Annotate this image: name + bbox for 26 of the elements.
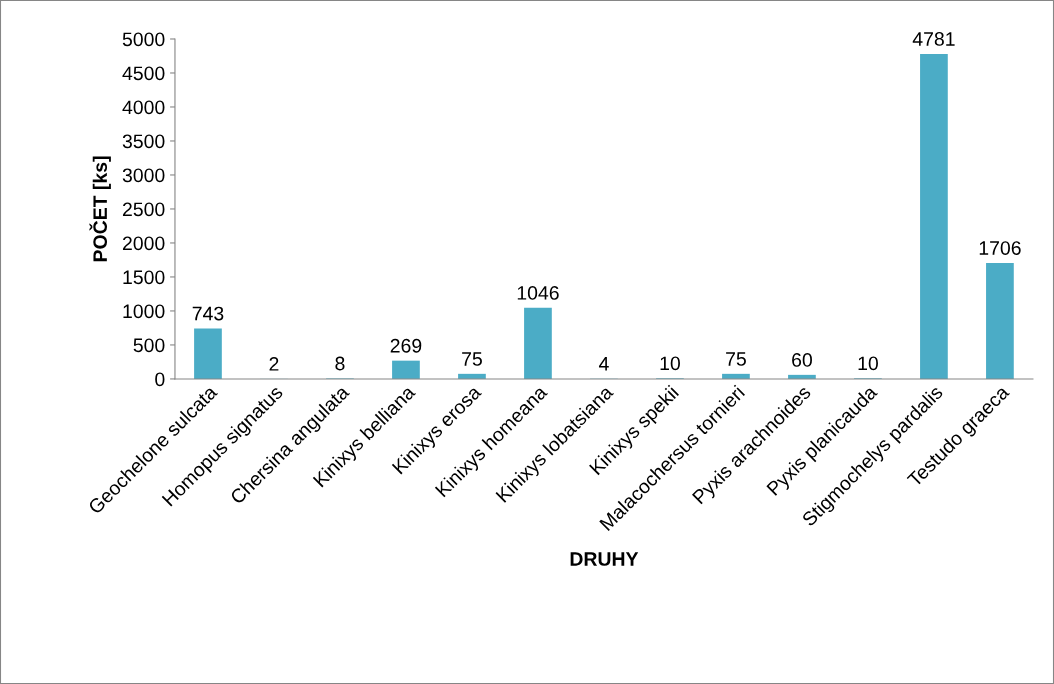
data-label: 60 bbox=[792, 353, 812, 367]
data-label: 4 bbox=[598, 357, 609, 371]
y-axis-title: POČET [ks] bbox=[89, 156, 111, 262]
data-label: 2 bbox=[269, 357, 279, 371]
data-label: 269 bbox=[390, 338, 422, 353]
y-tick-label: 2000 bbox=[122, 236, 165, 251]
data-label: 1046 bbox=[517, 286, 559, 300]
data-label: 1706 bbox=[979, 241, 1021, 255]
data-label: 743 bbox=[192, 306, 224, 321]
y-tick-label: 4500 bbox=[122, 66, 165, 81]
data-label: 10 bbox=[858, 356, 878, 371]
data-label: 4781 bbox=[912, 32, 955, 46]
y-tick-label: 5000 bbox=[122, 32, 165, 47]
data-label: 75 bbox=[726, 352, 746, 366]
data-label: 8 bbox=[335, 356, 345, 371]
y-tick-label: 1000 bbox=[123, 304, 165, 319]
data-label: 10 bbox=[660, 356, 680, 371]
y-tick-label: 4000 bbox=[122, 100, 165, 115]
y-tick-label: 3000 bbox=[122, 168, 165, 183]
y-tick-label: 3500 bbox=[122, 134, 165, 149]
y-tick-label: 500 bbox=[133, 338, 165, 353]
data-label: 75 bbox=[462, 352, 482, 366]
y-tick-label: 2500 bbox=[122, 202, 165, 217]
x-axis-title: DRUHY bbox=[570, 552, 639, 566]
y-tick-label: 0 bbox=[155, 372, 165, 387]
y-tick-label: 1500 bbox=[123, 270, 165, 285]
